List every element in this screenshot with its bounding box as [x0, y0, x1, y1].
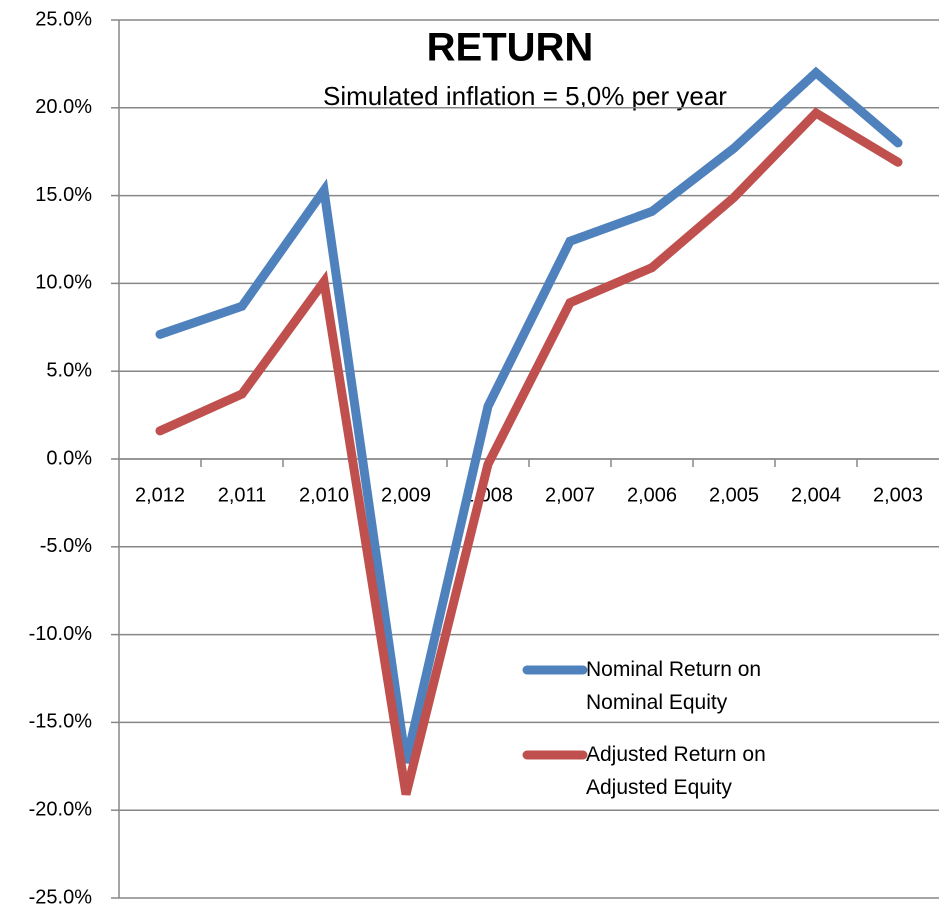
series-line — [155, 66, 903, 764]
chart-title: RETURN — [427, 26, 594, 70]
y-tick-label: -10.0% — [29, 623, 93, 645]
y-tick-label: 25.0% — [35, 8, 92, 30]
legend-label: Nominal Return on Nominal Equity — [586, 658, 762, 714]
x-tick-label: 2,006 — [627, 484, 677, 506]
y-tick-label: 0.0% — [46, 447, 92, 469]
x-tick-label: 2,011 — [218, 484, 267, 506]
legend-label: Adjusted Return on Adjusted Equity — [586, 743, 766, 799]
y-tick-label: 20.0% — [35, 96, 92, 118]
y-tick-label: 15.0% — [35, 184, 92, 206]
x-tick-label: 2,012 — [135, 484, 185, 506]
x-tick-label: 2,004 — [791, 484, 841, 506]
x-tick-label: 2,003 — [873, 484, 923, 506]
y-tick-label: -25.0% — [29, 886, 93, 908]
y-tick-label: -20.0% — [29, 798, 93, 820]
chart-subtitle: Simulated inflation = 5,0% per year — [323, 81, 727, 111]
y-tick-label: 10.0% — [35, 272, 92, 294]
x-tick-label: 2,009 — [381, 484, 431, 506]
x-tick-label: 2,005 — [709, 484, 759, 506]
x-tick-label: 2,010 — [299, 484, 349, 506]
y-tick-label: -5.0% — [40, 535, 92, 557]
x-tick-label: 2,007 — [545, 484, 595, 506]
y-tick-label: 5.0% — [46, 359, 92, 381]
y-tick-label: -15.0% — [29, 711, 93, 733]
series-line — [155, 107, 903, 796]
